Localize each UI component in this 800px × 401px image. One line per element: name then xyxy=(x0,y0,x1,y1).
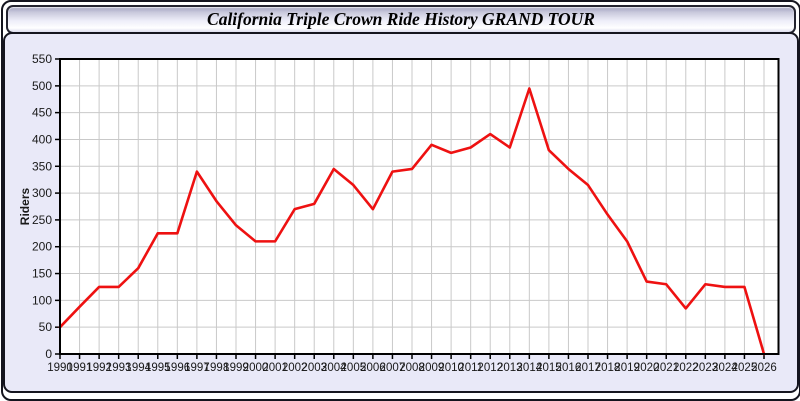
x-axis-tick-label: 1998 xyxy=(204,362,230,374)
x-axis-tick-label: 2011 xyxy=(458,362,483,374)
x-axis-tick-label: 2018 xyxy=(595,362,621,374)
x-axis-tick-label: 1996 xyxy=(165,362,191,374)
y-axis-tick-label: 350 xyxy=(32,159,52,173)
riders-series-line xyxy=(58,87,766,356)
title-bar: California Triple Crown Ride History GRA… xyxy=(6,5,796,34)
x-axis-tick-label: 2020 xyxy=(634,362,660,374)
x-axis-tick-label: 2023 xyxy=(693,362,719,374)
x-axis-tick-label: 2015 xyxy=(536,362,562,374)
x-axis-tick-label: 2024 xyxy=(712,362,738,374)
y-axis-tick-label: 0 xyxy=(45,347,52,361)
x-axis-tick-label: 1991 xyxy=(67,362,93,374)
x-axis-tick-label: 2007 xyxy=(380,362,406,374)
x-axis-tick-label: 1992 xyxy=(86,362,112,374)
y-axis-tick-label: 550 xyxy=(32,52,52,66)
x-axis-tick-label: 1999 xyxy=(223,362,249,374)
x-axis-tick-label: 2004 xyxy=(321,362,347,374)
page-title: California Triple Crown Ride History GRA… xyxy=(207,9,595,29)
x-axis-tick-label: 2016 xyxy=(556,362,582,374)
x-axis-tick-label: 2022 xyxy=(673,362,699,374)
y-axis-tick-label: 400 xyxy=(32,132,52,146)
x-axis-tick-label: 1994 xyxy=(125,362,151,374)
x-axis-tick-label: 1990 xyxy=(47,362,73,374)
plot-border xyxy=(59,58,780,355)
x-axis-tick-label: 2003 xyxy=(301,362,327,374)
y-axis-title: Riders xyxy=(18,188,32,226)
plot-area xyxy=(60,59,779,354)
x-axis-tick-label: 2013 xyxy=(497,362,523,374)
x-axis-tick-label: 1995 xyxy=(145,362,171,374)
y-axis-tick-label: 150 xyxy=(32,267,52,281)
y-axis-tick-label: 200 xyxy=(32,240,52,254)
x-axis-tick-label: 2010 xyxy=(438,362,464,374)
y-axis-tick-label: 250 xyxy=(32,213,52,227)
x-axis-tick-label: 2009 xyxy=(419,362,445,374)
x-axis-tick-label: 2017 xyxy=(575,362,601,374)
x-axis-tick-label: 2019 xyxy=(614,362,640,374)
x-axis-tick-label: 2006 xyxy=(360,362,386,374)
y-axis-tick-label: 500 xyxy=(32,79,52,93)
x-axis-tick-label: 1993 xyxy=(106,362,132,374)
x-axis-tick-label: 2012 xyxy=(477,362,503,374)
x-axis-tick-label: 2026 xyxy=(751,362,777,374)
x-axis-tick-label: 2021 xyxy=(653,362,679,374)
x-axis-tick-label: 2005 xyxy=(341,362,367,374)
x-axis-tick-label: 1997 xyxy=(184,362,210,374)
x-axis-tick-label: 2025 xyxy=(732,362,758,374)
x-axis-tick-label: 2002 xyxy=(282,362,308,374)
chart-panel: 0 50 100 150 200 250 300 350 400 450 500 550 1990 199… xyxy=(3,32,799,393)
x-axis-tick-label: 2000 xyxy=(243,362,269,374)
x-axis-tick-label: 2008 xyxy=(399,362,425,374)
x-axis-tick-label: 2014 xyxy=(517,362,543,374)
y-axis-tick-label: 450 xyxy=(32,106,52,120)
y-axis-tick-label: 300 xyxy=(32,186,52,200)
y-axis-tick-label: 50 xyxy=(39,320,53,334)
x-axis-tick-label: 2001 xyxy=(262,362,288,374)
y-axis-tick-label: 100 xyxy=(32,293,52,307)
riders-line-chart: 0501001502002503003504004505005501990199… xyxy=(18,52,780,374)
